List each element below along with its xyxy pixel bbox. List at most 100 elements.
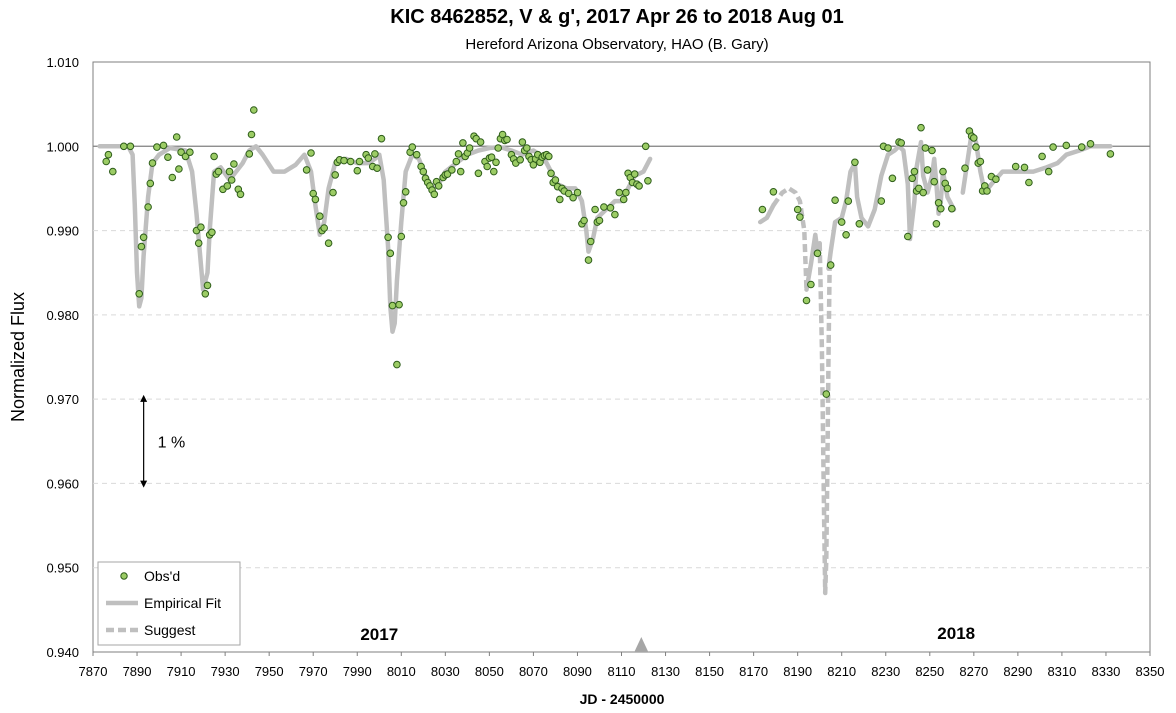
data-point (939, 167, 947, 176)
data-point (355, 157, 364, 166)
data-point (311, 195, 320, 204)
year-label-2017: 2017 (360, 625, 398, 644)
data-point (465, 144, 474, 152)
data-point (1011, 162, 1020, 171)
legend-suggest-label: Suggest (144, 622, 195, 638)
x-tick-label: 8230 (871, 664, 900, 679)
data-point (137, 242, 146, 251)
y-tick-label: 0.970 (46, 392, 79, 407)
x-tick-label: 7950 (255, 664, 284, 679)
data-point (331, 171, 340, 179)
data-point (842, 231, 850, 239)
data-point (518, 138, 527, 146)
data-point (227, 176, 236, 184)
data-point (201, 290, 210, 298)
data-point (910, 167, 919, 176)
data-point (923, 166, 932, 174)
data-point (1106, 150, 1115, 158)
y-tick-label: 0.990 (46, 224, 79, 239)
data-point (210, 152, 218, 161)
data-point (606, 204, 615, 212)
data-point (144, 203, 152, 211)
x-tick-label: 8330 (1091, 664, 1120, 679)
data-point (302, 166, 311, 174)
x-tick-label: 8090 (563, 664, 592, 679)
data-point (146, 179, 155, 188)
data-point (373, 164, 381, 172)
data-point (1077, 143, 1086, 151)
data-point (120, 142, 128, 151)
data-point (884, 144, 892, 152)
suggest-line-segment (771, 186, 809, 290)
data-point (148, 159, 157, 167)
x-tick-label: 8010 (387, 664, 416, 679)
data-point (591, 205, 599, 214)
data-point (459, 139, 467, 147)
suggest-line-segment (817, 243, 832, 596)
x-tick-label: 7990 (343, 664, 372, 679)
data-point (230, 160, 238, 168)
data-point (197, 223, 205, 231)
fit-line-segment (757, 203, 776, 225)
x-tick-label: 8190 (783, 664, 812, 679)
data-point (635, 182, 643, 190)
x-tick-label: 7930 (211, 664, 240, 679)
data-point (223, 182, 232, 190)
data-point (456, 167, 465, 176)
data-point (316, 212, 324, 220)
data-point (551, 176, 560, 184)
scale-bar-arrowhead-bottom (140, 480, 148, 488)
x-axis-label: JD - 2450000 (580, 691, 665, 707)
data-point (992, 175, 1000, 183)
data-point (102, 157, 110, 166)
legend-obs-marker (120, 572, 128, 580)
x-axis-ticks: 7870 7890 7910 7930 7950 7970 7990 8010 8030 8050… (79, 652, 1165, 679)
data-point (307, 149, 315, 157)
data-point (600, 203, 608, 211)
data-point (236, 190, 245, 199)
y-tick-label: 0.940 (46, 645, 79, 660)
x-tick-label: 8270 (959, 664, 988, 679)
observed-series (102, 106, 1115, 398)
data-point (943, 184, 952, 193)
data-point (172, 133, 181, 141)
data-point (364, 154, 373, 162)
data-point (397, 232, 406, 241)
data-point (401, 188, 410, 196)
x-tick-label: 7870 (79, 664, 108, 679)
data-point (388, 301, 397, 310)
data-point (641, 142, 650, 151)
data-point (371, 150, 379, 158)
chart-subtitle: Hereford Arizona Observatory, HAO (B. Ga… (465, 36, 768, 53)
data-point (793, 205, 802, 214)
data-point (412, 150, 421, 159)
data-point (135, 290, 143, 298)
y-tick-label: 1.010 (46, 55, 79, 70)
data-point (877, 197, 886, 205)
data-point (972, 143, 980, 151)
data-point (104, 150, 113, 159)
data-point (851, 158, 859, 167)
data-point (769, 188, 778, 196)
data-point (393, 360, 401, 369)
data-point (930, 177, 939, 186)
data-point (503, 135, 511, 144)
x-tick-label: 8310 (1047, 664, 1076, 679)
data-point (822, 390, 831, 398)
annotations: 1 % 2017 2018 (140, 394, 975, 652)
x-tick-label: 7970 (299, 664, 328, 679)
data-point (490, 167, 498, 176)
data-point (595, 216, 604, 225)
x-tick-label: 8210 (827, 664, 856, 679)
x-tick-label: 8110 (608, 664, 636, 679)
data-point (395, 300, 403, 309)
data-point (611, 210, 619, 219)
data-point (802, 296, 811, 305)
data-point (523, 144, 531, 152)
data-point (408, 143, 417, 151)
data-point (904, 232, 912, 241)
x-tick-label: 8030 (431, 664, 460, 679)
legend-fit-label: Empirical Fit (144, 595, 221, 611)
x-tick-label: 8350 (1136, 664, 1165, 679)
data-point (908, 174, 917, 183)
